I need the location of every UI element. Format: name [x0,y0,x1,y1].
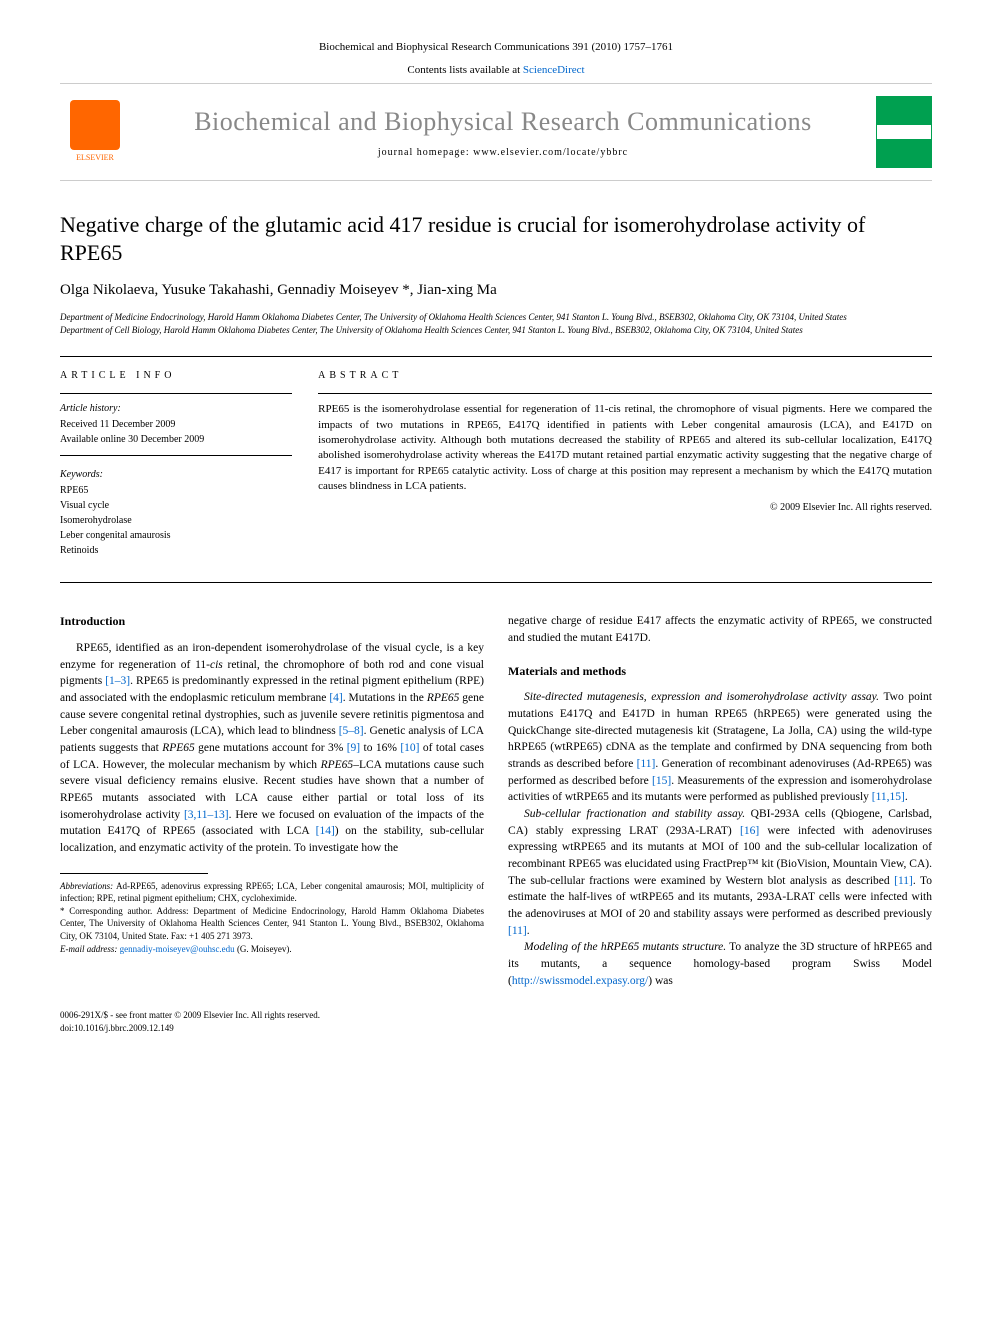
footer-left: 0006-291X/$ - see front matter © 2009 El… [60,1009,320,1034]
keywords-label: Keywords: [60,468,292,482]
corresponding-footnote: * Corresponding author. Address: Departm… [60,905,484,943]
ref-m2-11[interactable]: [11] [894,875,913,887]
email-footnote: E-mail address: gennadiy-moiseyev@ouhsc.… [60,943,484,956]
article-info: ARTICLE INFO Article history: Received 1… [60,357,304,582]
elsevier-tree-icon [70,100,120,150]
journal-cover-thumb [876,96,932,168]
history-label: Article history: [60,402,292,416]
journal-title-block: Biochemical and Biophysical Research Com… [130,104,876,160]
ref-5-8[interactable]: [5–8] [339,725,364,737]
ref-9[interactable]: [9] [347,742,360,754]
affiliation-2: Department of Cell Biology, Harold Hamm … [60,324,932,337]
swissmodel-link[interactable]: http://swissmodel.expasy.org/ [512,975,648,987]
journal-header: ELSEVIER Biochemical and Biophysical Res… [60,83,932,181]
online-date: Available online 30 December 2009 [60,432,292,447]
methods-p2: Sub-cellular fractionation and stability… [508,806,932,939]
contents-prefix: Contents lists available at [407,64,522,76]
keyword-4: Retinoids [60,543,292,558]
abstract-copyright: © 2009 Elsevier Inc. All rights reserved… [318,501,932,515]
article-info-heading: ARTICLE INFO [60,369,292,383]
intro-paragraph: RPE65, identified as an iron-dependent i… [60,640,484,857]
elsevier-logo: ELSEVIER [60,97,130,167]
keyword-1: Visual cycle [60,498,292,513]
received-date: Received 11 December 2009 [60,417,292,432]
keyword-3: Leber congenital amaurosis [60,528,292,543]
intro-heading: Introduction [60,613,484,630]
body-columns: Introduction RPE65, identified as an iro… [60,613,932,989]
affiliations: Department of Medicine Endocrinology, Ha… [60,311,932,336]
info-abstract-row: ARTICLE INFO Article history: Received 1… [60,356,932,583]
contents-available: Contents lists available at ScienceDirec… [60,63,932,78]
footnote-separator [60,873,208,874]
journal-homepage: journal homepage: www.elsevier.com/locat… [130,146,876,160]
page-footer: 0006-291X/$ - see front matter © 2009 El… [60,1009,932,1034]
authors-list: Olga Nikolaeva, Yusuke Takahashi, Gennad… [60,280,932,301]
email-link[interactable]: gennadiy-moiseyev@ouhsc.edu [120,944,235,954]
sciencedirect-link[interactable]: ScienceDirect [523,64,585,76]
publisher-name: ELSEVIER [76,152,114,163]
ref-m2-16[interactable]: [16] [740,825,759,837]
ref-m2-11b[interactable]: [11] [508,925,527,937]
keyword-2: Isomerohydrolase [60,513,292,528]
ref-14[interactable]: [14] [316,825,335,837]
ref-10[interactable]: [10] [400,742,419,754]
issn-line: 0006-291X/$ - see front matter © 2009 El… [60,1009,320,1022]
ref-m1-1115[interactable]: [11,15] [872,791,905,803]
citation-header: Biochemical and Biophysical Research Com… [60,40,932,55]
homepage-label: journal homepage: [378,147,473,158]
doi-line: doi:10.1016/j.bbrc.2009.12.149 [60,1022,320,1035]
ref-1-3[interactable]: [1–3] [105,675,130,687]
keyword-0: RPE65 [60,483,292,498]
abstract-heading: ABSTRACT [318,369,932,383]
column-right: negative charge of residue E417 affects … [508,613,932,989]
methods-heading: Materials and methods [508,663,932,680]
abstract-text: RPE65 is the isomerohydrolase essential … [318,402,932,494]
abstract-block: ABSTRACT RPE65 is the isomerohydrolase e… [304,357,932,582]
ref-3-11-13[interactable]: [3,11–13] [184,809,229,821]
column-left: Introduction RPE65, identified as an iro… [60,613,484,989]
intro-continuation: negative charge of residue E417 affects … [508,613,932,646]
abbreviations-footnote: Abbreviations: Ad-RPE65, adenovirus expr… [60,880,484,905]
ref-m1-15[interactable]: [15] [652,775,671,787]
methods-p1: Site-directed mutagenesis, expression an… [508,689,932,806]
homepage-url[interactable]: www.elsevier.com/locate/ybbrc [473,147,628,158]
affiliation-1: Department of Medicine Endocrinology, Ha… [60,311,932,324]
methods-p3: Modeling of the hRPE65 mutants structure… [508,939,932,989]
article-title: Negative charge of the glutamic acid 417… [60,211,932,268]
ref-4[interactable]: [4] [329,692,342,704]
journal-name: Biochemical and Biophysical Research Com… [130,104,876,140]
ref-m1-11[interactable]: [11] [637,758,656,770]
